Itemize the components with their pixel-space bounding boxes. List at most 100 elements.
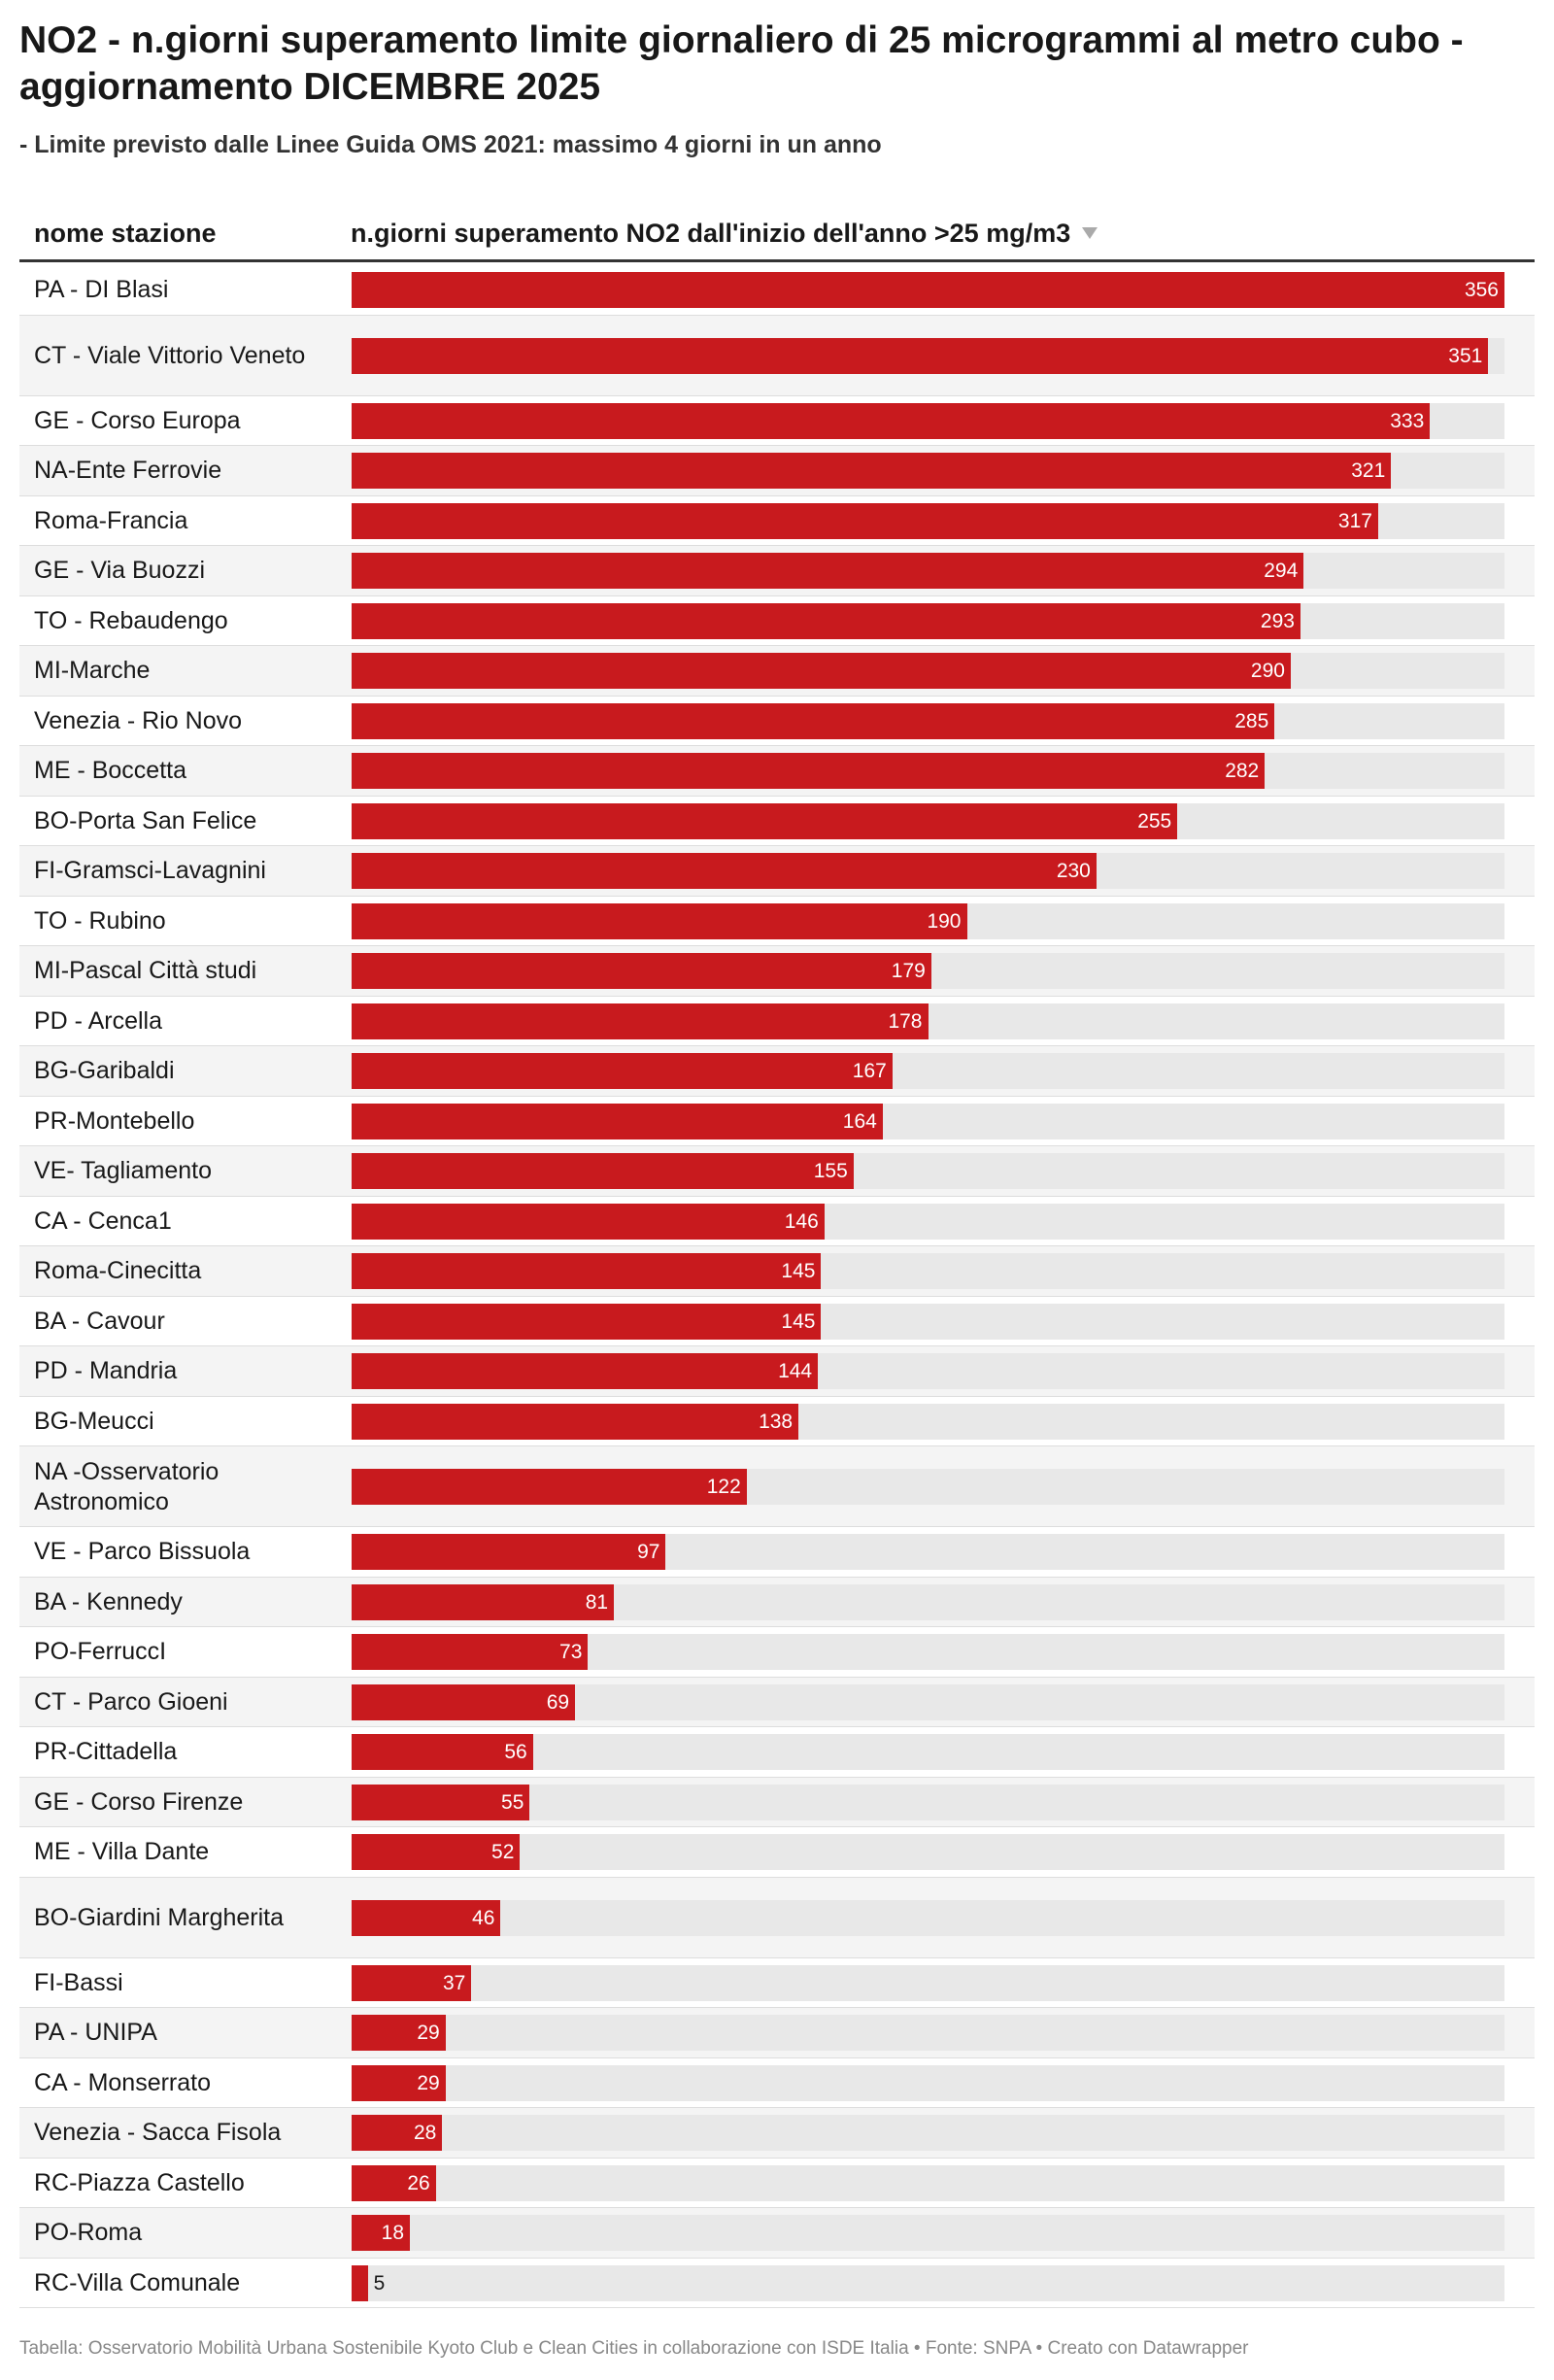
bar-value-label: 29 (417, 2071, 440, 2094)
column-header-value[interactable]: n.giorni superamento NO2 dall'inizio del… (351, 214, 1098, 253)
column-header-station-label: nome stazione (34, 219, 217, 248)
bar (352, 2115, 443, 2152)
table-row: PO-FerruccI 73 (19, 1627, 1535, 1678)
table-row: MI-Pascal Città studi 179 (19, 946, 1535, 997)
station-name: PR-Montebello (34, 1106, 195, 1135)
table-row: BO-Giardini Margherita 46 (19, 1877, 1535, 1958)
station-name: FI-Gramsci-Lavagnini (34, 857, 266, 885)
bar (352, 953, 931, 990)
bar-track: 81 (352, 1583, 1504, 1620)
bar-value-label: 56 (504, 1741, 527, 1764)
station-name: ME - Boccetta (34, 757, 186, 785)
bar-track: 29 (352, 2015, 1504, 2052)
station-name: Venezia - Sacca Fisola (34, 2119, 282, 2147)
column-header-station[interactable]: nome stazione (34, 214, 217, 253)
station-name: RC-Villa Comunale (34, 2268, 241, 2296)
bar (352, 1469, 747, 1505)
station-name: GE - Corso Europa (34, 406, 241, 434)
bar-value-label: 37 (443, 1971, 466, 1994)
bar (352, 1203, 825, 1240)
bar (352, 1784, 530, 1820)
chart-subtitle: - Limite previsto dalle Linee Guida OMS … (19, 131, 882, 158)
station-name: PA - DI Blasi (34, 276, 169, 304)
bar-track: 167 (352, 1053, 1504, 1090)
bar-track: 69 (352, 1683, 1504, 1720)
bar-value-label: 294 (1264, 560, 1299, 583)
bar (352, 1353, 819, 1390)
station-name: CT - Parco Gioeni (34, 1687, 228, 1716)
bar (352, 1053, 893, 1090)
bar-value-label: 179 (891, 960, 926, 983)
table-row: BO-Porta San Felice 255 (19, 797, 1535, 846)
table-row: FI-Bassi 37 (19, 1958, 1535, 2008)
bar-value-label: 317 (1337, 509, 1372, 532)
bar-value-label: 356 (1464, 279, 1499, 302)
bar-track: 317 (352, 502, 1504, 539)
station-name: TO - Rubino (34, 906, 166, 935)
bar-value-label: 81 (585, 1590, 609, 1614)
sort-descending-icon[interactable] (1082, 226, 1098, 239)
table-row: Roma-Francia 317 (19, 496, 1535, 546)
table-row: CT - Viale Vittorio Veneto 351 (19, 315, 1535, 396)
bar-value-label: 190 (927, 909, 962, 933)
station-name: PR-Cittadella (34, 1738, 178, 1766)
bar-value-label: 97 (637, 1541, 660, 1564)
bar-track: 155 (352, 1153, 1504, 1190)
table-row: VE- Tagliamento 155 (19, 1146, 1535, 1197)
station-name: Roma-Francia (34, 506, 188, 534)
table-row: MI-Marche 290 (19, 646, 1535, 697)
table-row: ME - Villa Dante 52 (19, 1827, 1535, 1878)
bar (352, 653, 1291, 690)
table-row: TO - Rubino 190 (19, 897, 1535, 946)
table-row: GE - Via Buozzi 294 (19, 546, 1535, 596)
bar-value-label: 26 (407, 2171, 430, 2194)
bar (352, 1003, 929, 1039)
bar (352, 902, 967, 939)
column-header-value-label: n.giorni superamento NO2 dall'inizio del… (351, 219, 1071, 248)
bar-track: 190 (352, 902, 1504, 939)
bar-track: 56 (352, 1734, 1504, 1771)
bar-track: 146 (352, 1203, 1504, 1240)
station-name: BA - Kennedy (34, 1587, 183, 1615)
bar (352, 1734, 533, 1771)
bar-value-label: 145 (781, 1260, 816, 1283)
bar-track: 55 (352, 1784, 1504, 1820)
station-name: PO-Roma (34, 2219, 143, 2247)
station-name: FI-Bassi (34, 1968, 123, 1996)
bar (352, 2015, 446, 2052)
station-name: PA - UNIPA (34, 2019, 157, 2047)
bar-value-label: 55 (501, 1790, 524, 1814)
station-name: Venezia - Rio Novo (34, 706, 243, 734)
station-name: Roma-Cinecitta (34, 1257, 202, 1285)
bar (352, 1534, 666, 1571)
bar-value-label: 333 (1390, 409, 1425, 432)
bar-track: 138 (352, 1403, 1504, 1440)
bar-track: 26 (352, 2164, 1504, 2201)
table-row: ME - Boccetta 282 (19, 746, 1535, 797)
table-row: CT - Parco Gioeni 69 (19, 1677, 1535, 1727)
station-name: PD - Arcella (34, 1006, 162, 1035)
station-name: RC-Piazza Castello (34, 2168, 245, 2196)
table-row: Roma-Cinecitta 145 (19, 1246, 1535, 1297)
bar (352, 753, 1266, 790)
table-row: FI-Gramsci-Lavagnini 230 (19, 846, 1535, 897)
bar-track: 145 (352, 1253, 1504, 1290)
table-row: PO-Roma 18 (19, 2208, 1535, 2259)
station-name: CT - Viale Vittorio Veneto (34, 341, 306, 369)
bar (352, 1403, 799, 1440)
bar-track: 333 (352, 402, 1504, 439)
station-name: BO-Porta San Felice (34, 806, 257, 834)
bar-track: 37 (352, 1964, 1504, 2001)
station-name: MI-Marche (34, 657, 151, 685)
bar-track: 356 (352, 272, 1504, 309)
table-row: PD - Mandria 144 (19, 1346, 1535, 1397)
station-name: BG-Garibaldi (34, 1057, 175, 1085)
bar-track: 164 (352, 1103, 1504, 1139)
table-row: RC-Piazza Castello 26 (19, 2159, 1535, 2208)
bar (352, 502, 1378, 539)
bar (352, 1899, 501, 1936)
bar-value-label: 145 (781, 1309, 816, 1333)
bar-track: 18 (352, 2215, 1504, 2252)
bar (352, 402, 1431, 439)
table-row: VE - Parco Bissuola 97 (19, 1527, 1535, 1578)
